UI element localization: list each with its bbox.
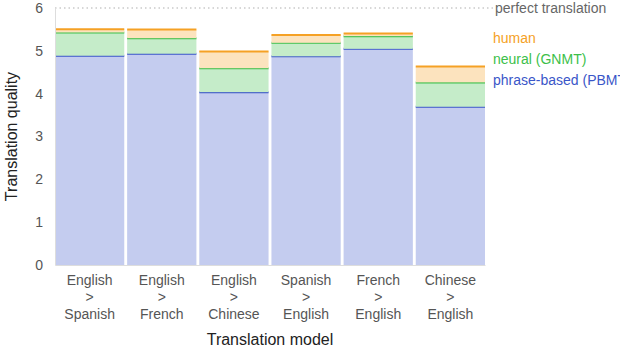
tick: 1 — [35, 214, 55, 230]
tick-label: English>Chinese — [208, 272, 260, 322]
tick-label: 4 — [35, 86, 43, 102]
tick: English>French — [139, 265, 185, 322]
y-axis-title: Translation quality — [3, 72, 20, 201]
bar-segment — [55, 33, 124, 56]
bar-segment — [344, 34, 413, 37]
tick: English>Chinese — [208, 265, 260, 322]
tick-label-line: English — [427, 306, 473, 322]
legend-entry: neural (GNMT) — [493, 51, 586, 67]
tick: English>Spanish — [64, 265, 115, 322]
annotation-text: perfect translation — [495, 0, 606, 16]
legend-entry: human — [493, 30, 536, 46]
tick: 2 — [35, 171, 55, 187]
tick-label-line: English — [283, 306, 329, 322]
tick-label: English>French — [139, 272, 185, 322]
tick-label-line: Chinese — [208, 306, 260, 322]
tick: Spanish>English — [281, 265, 332, 322]
tick: French>English — [355, 265, 401, 322]
bars — [55, 29, 485, 265]
bar-segment — [199, 92, 268, 265]
tick-label: 3 — [35, 128, 43, 144]
bar-segment — [199, 51, 268, 68]
tick-label-line: > — [86, 289, 94, 305]
bar-segment — [416, 107, 485, 265]
bar-segment-edge — [55, 28, 124, 30]
bar-segment — [127, 30, 196, 39]
tick-label: 6 — [35, 0, 43, 16]
bar-segment-edge — [344, 33, 413, 35]
tick-label-line: Spanish — [281, 272, 332, 288]
tick-label-line: > — [302, 289, 310, 305]
bar-segment — [416, 82, 485, 106]
legend: human neural (GNMT) phrase-based (PBMT) — [493, 30, 620, 88]
tick-label-line: English — [67, 272, 113, 288]
bar-segment-edge — [127, 29, 196, 31]
bar-segment — [271, 35, 340, 43]
tick-label-line: Chinese — [425, 272, 477, 288]
tick-label-line: > — [446, 289, 454, 305]
tick-label-line: > — [374, 289, 382, 305]
x-axis: English>SpanishEnglish>FrenchEnglish>Chi… — [56, 265, 486, 322]
tick-label-line: French — [356, 272, 400, 288]
annotation-line — [55, 7, 495, 8]
x-axis-title: Translation model — [207, 331, 334, 348]
series — [55, 33, 485, 107]
bar-segment — [127, 38, 196, 54]
bar-segment — [344, 49, 413, 265]
bar-segment — [127, 54, 196, 265]
tick-label: 1 — [35, 214, 43, 230]
chart: perfect translation0123456English>Spanis… — [0, 0, 620, 353]
tick-label: French>English — [355, 272, 401, 322]
tick-label-line: > — [158, 289, 166, 305]
tick-label: Chinese>English — [425, 272, 477, 322]
tick-label-line: French — [140, 306, 184, 322]
tick-label: English>Spanish — [64, 272, 115, 322]
axis-line — [55, 9, 56, 266]
tick: 0 — [35, 257, 55, 273]
bar-segment-edge — [416, 65, 485, 67]
tick-label-line: English — [139, 272, 185, 288]
bar-segment — [271, 43, 340, 56]
tick-label: Spanish>English — [281, 272, 332, 322]
tick-label: 0 — [35, 257, 43, 273]
tick: 3 — [35, 128, 55, 144]
tick-label-line: English — [211, 272, 257, 288]
bar-segment — [55, 56, 124, 265]
tick-label-line: Spanish — [64, 306, 115, 322]
legend-entry: phrase-based (PBMT) — [493, 72, 620, 88]
bar-segment — [344, 36, 413, 49]
tick-label: 5 — [35, 43, 43, 59]
bar-segment-edge — [271, 34, 340, 36]
bar-segment — [199, 68, 268, 92]
tick-label: 2 — [35, 171, 43, 187]
bar-segment — [416, 66, 485, 82]
tick: 4 — [35, 86, 55, 102]
tick: 6 — [35, 0, 55, 16]
tick-label-line: > — [230, 289, 238, 305]
bar-segment — [55, 29, 124, 32]
series — [55, 49, 485, 265]
tick: 5 — [35, 43, 55, 59]
series — [55, 29, 485, 82]
y-axis: 0 1 2 3 4 5 6 — [35, 0, 55, 273]
bar-segment-edge — [199, 50, 268, 52]
tick: Chinese>English — [425, 265, 477, 322]
axis-line — [56, 265, 486, 266]
bar-segment — [271, 56, 340, 265]
tick-label-line: English — [355, 306, 401, 322]
